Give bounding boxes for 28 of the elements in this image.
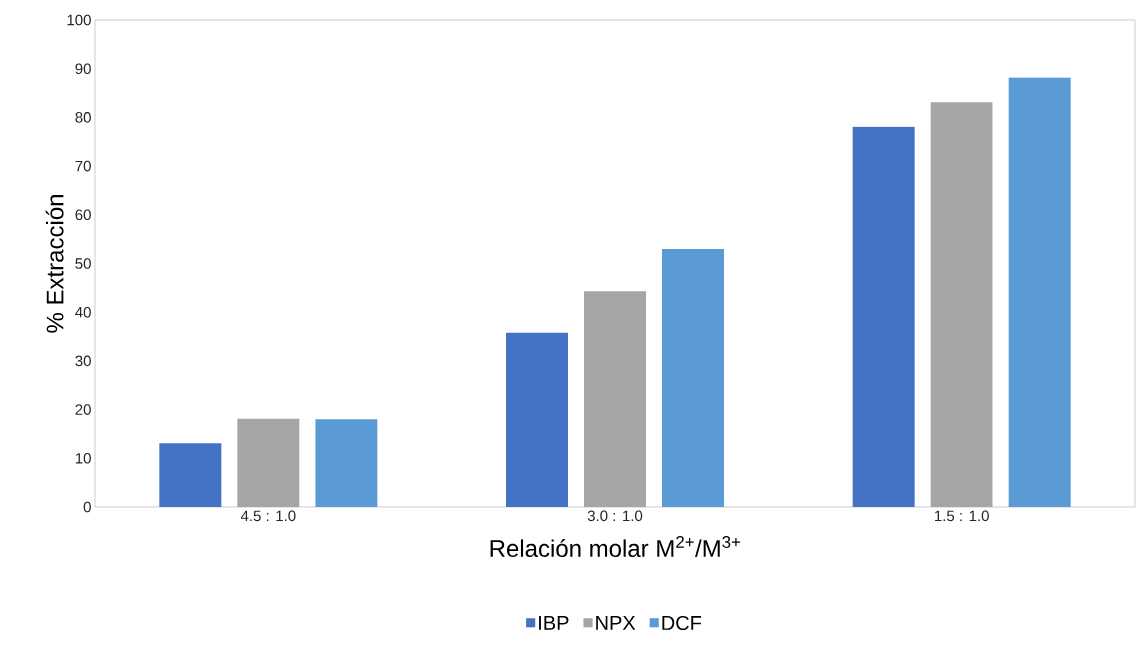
y-tick-label: 20 (75, 404, 91, 415)
bar (852, 126, 915, 507)
bar (506, 332, 568, 507)
y-tick-label: 80 (75, 112, 91, 123)
y-tick-label: 60 (75, 209, 91, 221)
y-tick-label: 90 (75, 63, 91, 74)
bar (584, 291, 647, 507)
legend-label: IBP (539, 616, 569, 630)
x-tick-label: 1.5 : 1.0 (935, 510, 989, 522)
x-axis-title: Relación molar M$^{2+}$/M$^{3+}$ (490, 536, 741, 558)
y-tick-label: 30 (75, 355, 91, 367)
bar (237, 418, 300, 507)
legend-label: NPX (596, 616, 636, 630)
y-tick-label: 50 (75, 258, 91, 269)
y-tick-label: 100 (67, 14, 91, 26)
y-tick-label: 10 (75, 452, 91, 464)
x-tick-label: 4.5 : 1.0 (240, 510, 296, 522)
x-tick-label: 3.0 : 1.0 (587, 510, 643, 522)
y-tick-label: 0 (83, 501, 91, 513)
y-tick-label: 40 (75, 306, 91, 318)
y-tick-label: 70 (75, 160, 91, 172)
bar (315, 419, 378, 507)
bar (159, 443, 222, 507)
bar (930, 102, 993, 507)
bar (1008, 77, 1071, 507)
bar (662, 248, 725, 507)
y-axis-title: % Extracción (45, 195, 64, 333)
legend-label: DCF (662, 615, 702, 631)
